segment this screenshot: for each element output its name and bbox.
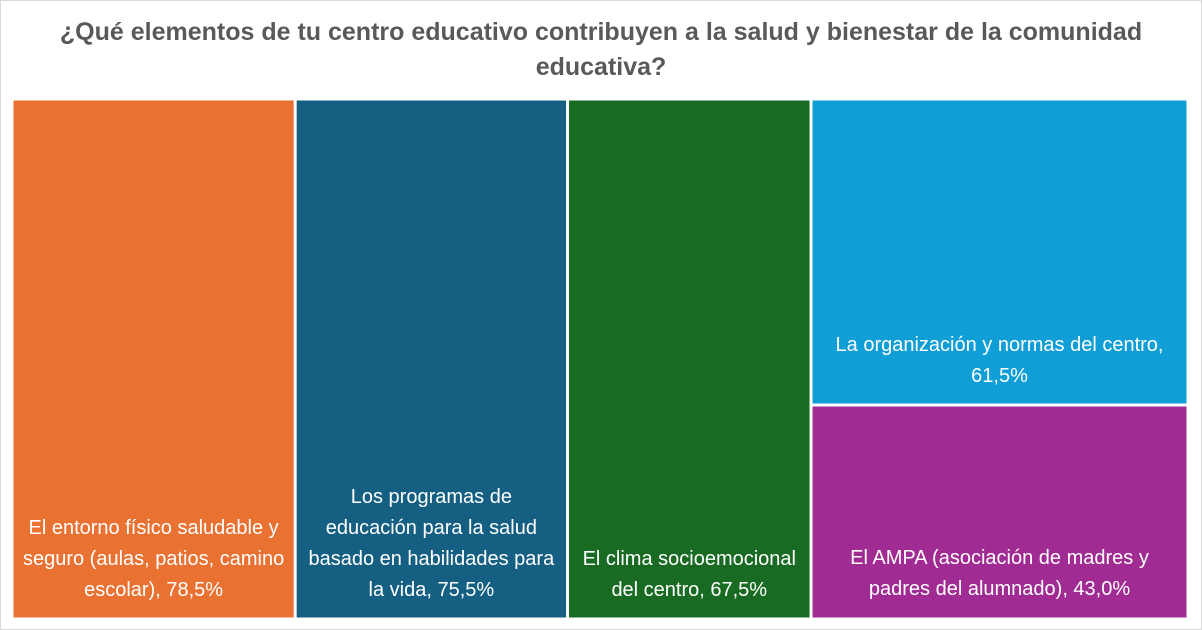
chart-title: ¿Qué elementos de tu centro educativo co… — [59, 18, 1143, 81]
treemap-tile-3 — [569, 100, 810, 618]
treemap-tile-4 — [812, 100, 1187, 404]
treemap-tile-5 — [812, 406, 1187, 618]
treemap-tile-2 — [296, 100, 567, 618]
treemap-tile-1 — [13, 100, 294, 618]
